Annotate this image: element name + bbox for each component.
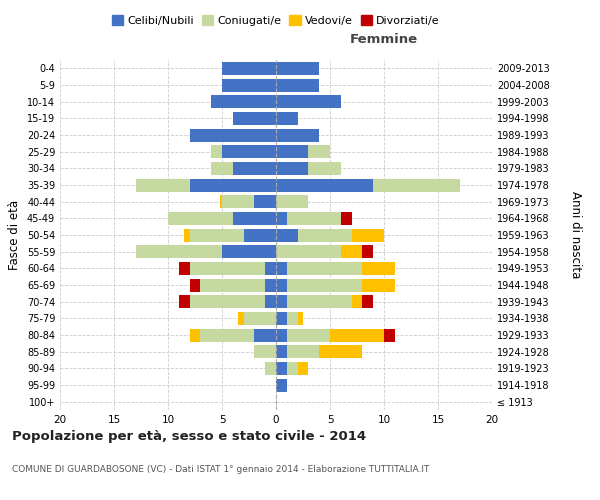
- Y-axis label: Anni di nascita: Anni di nascita: [569, 192, 582, 278]
- Bar: [254, 345, 276, 358]
- Bar: [276, 162, 308, 175]
- Bar: [276, 62, 319, 75]
- Bar: [276, 78, 319, 92]
- Bar: [384, 328, 395, 342]
- Bar: [287, 295, 352, 308]
- Bar: [179, 295, 190, 308]
- Bar: [233, 162, 276, 175]
- Bar: [265, 295, 276, 308]
- Bar: [287, 328, 330, 342]
- Bar: [276, 195, 308, 208]
- Bar: [352, 295, 362, 308]
- Bar: [276, 228, 298, 241]
- Text: Popolazione per età, sesso e stato civile - 2014: Popolazione per età, sesso e stato civil…: [12, 430, 366, 443]
- Bar: [362, 295, 373, 308]
- Bar: [200, 328, 254, 342]
- Bar: [276, 212, 287, 225]
- Bar: [265, 262, 276, 275]
- Bar: [362, 245, 373, 258]
- Y-axis label: Fasce di età: Fasce di età: [8, 200, 21, 270]
- Bar: [287, 262, 362, 275]
- Bar: [276, 112, 298, 125]
- Bar: [298, 362, 308, 375]
- Bar: [184, 228, 190, 241]
- Bar: [276, 178, 373, 192]
- Bar: [222, 245, 276, 258]
- Bar: [168, 212, 233, 225]
- Bar: [190, 278, 200, 291]
- Bar: [287, 212, 341, 225]
- Bar: [254, 328, 276, 342]
- Bar: [222, 195, 254, 208]
- Bar: [341, 212, 352, 225]
- Bar: [190, 128, 276, 141]
- Bar: [276, 128, 319, 141]
- Bar: [276, 378, 287, 392]
- Bar: [211, 145, 222, 158]
- Bar: [265, 278, 276, 291]
- Bar: [341, 245, 362, 258]
- Bar: [190, 178, 276, 192]
- Bar: [222, 62, 276, 75]
- Bar: [276, 262, 287, 275]
- Bar: [244, 228, 276, 241]
- Bar: [352, 228, 384, 241]
- Bar: [136, 178, 190, 192]
- Bar: [276, 362, 287, 375]
- Bar: [373, 178, 460, 192]
- Bar: [190, 295, 265, 308]
- Bar: [276, 278, 287, 291]
- Text: Femmine: Femmine: [350, 33, 418, 46]
- Bar: [190, 228, 244, 241]
- Bar: [276, 95, 341, 108]
- Bar: [330, 328, 384, 342]
- Bar: [319, 345, 362, 358]
- Legend: Celibi/Nubili, Coniugati/e, Vedovi/e, Divorziati/e: Celibi/Nubili, Coniugati/e, Vedovi/e, Di…: [108, 10, 444, 30]
- Bar: [287, 278, 362, 291]
- Bar: [233, 212, 276, 225]
- Bar: [233, 112, 276, 125]
- Bar: [287, 345, 319, 358]
- Bar: [308, 162, 341, 175]
- Bar: [254, 195, 276, 208]
- Bar: [190, 328, 200, 342]
- Bar: [298, 312, 303, 325]
- Bar: [211, 95, 276, 108]
- Bar: [220, 195, 222, 208]
- Bar: [136, 245, 222, 258]
- Bar: [238, 312, 244, 325]
- Bar: [190, 262, 265, 275]
- Bar: [222, 78, 276, 92]
- Bar: [200, 278, 265, 291]
- Bar: [276, 345, 287, 358]
- Bar: [179, 262, 190, 275]
- Bar: [265, 362, 276, 375]
- Bar: [287, 362, 298, 375]
- Bar: [276, 312, 287, 325]
- Bar: [276, 245, 341, 258]
- Bar: [244, 312, 276, 325]
- Bar: [276, 145, 308, 158]
- Bar: [211, 162, 233, 175]
- Bar: [287, 312, 298, 325]
- Bar: [362, 278, 395, 291]
- Bar: [298, 228, 352, 241]
- Bar: [276, 295, 287, 308]
- Text: COMUNE DI GUARDABOSONE (VC) - Dati ISTAT 1° gennaio 2014 - Elaborazione TUTTITAL: COMUNE DI GUARDABOSONE (VC) - Dati ISTAT…: [12, 465, 430, 474]
- Bar: [308, 145, 330, 158]
- Bar: [222, 145, 276, 158]
- Bar: [362, 262, 395, 275]
- Bar: [276, 328, 287, 342]
